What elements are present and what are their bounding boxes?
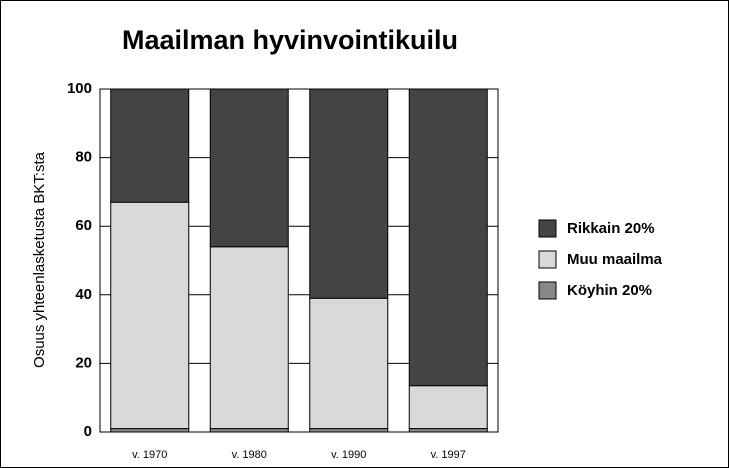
y-axis-label: Osuus yhteenlasketusta BKT:sta <box>31 151 48 368</box>
legend-swatch <box>538 250 557 269</box>
bar-segment <box>110 88 190 203</box>
bar-segment <box>309 428 389 433</box>
x-tick-label: v. 1970 <box>132 449 167 461</box>
legend-swatch <box>538 219 557 238</box>
y-tick-label: 0 <box>84 423 92 440</box>
y-tick-label: 100 <box>67 80 92 97</box>
bar-segment <box>408 428 488 433</box>
legend-label: Köyhin 20% <box>567 282 652 299</box>
bar-segment <box>408 385 488 430</box>
chart-title: Maailman hyvinvointikuilu <box>122 25 458 55</box>
bar-segment <box>309 297 389 430</box>
bar-segment <box>309 88 389 299</box>
bar-segment <box>110 201 190 430</box>
x-tick-label: v. 1980 <box>232 449 267 461</box>
y-tick-label: 80 <box>75 149 92 166</box>
legend-label: Muu maailma <box>567 251 663 268</box>
y-tick-label: 20 <box>75 354 92 371</box>
bar-segment <box>408 88 488 387</box>
x-tick-label: v. 1997 <box>431 449 466 461</box>
legend-swatch <box>538 281 557 300</box>
y-tick-label: 40 <box>75 286 92 303</box>
y-tick-label: 60 <box>75 217 92 234</box>
x-tick-label: v. 1990 <box>331 449 366 461</box>
bar-segment <box>209 88 289 248</box>
bar-segment <box>209 428 289 433</box>
legend-label: Rikkain 20% <box>567 220 655 237</box>
bar-segment <box>110 428 190 433</box>
bar-segment <box>209 246 289 430</box>
